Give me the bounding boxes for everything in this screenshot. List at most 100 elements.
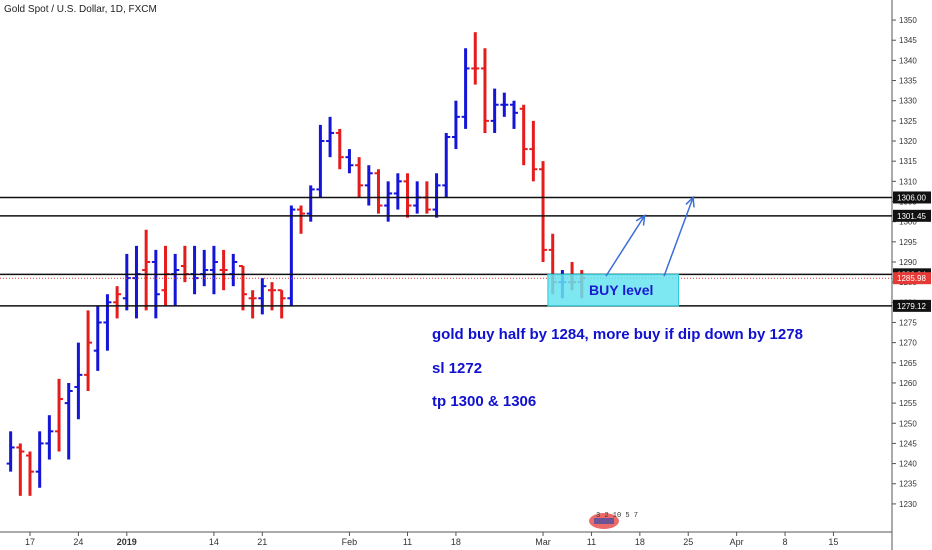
price-tag-label: 1306.00 xyxy=(897,193,926,202)
x-tick-label: 14 xyxy=(209,537,219,547)
ohlc-bar xyxy=(26,451,34,496)
ohlc-bar xyxy=(384,181,393,222)
target-arrow xyxy=(663,195,695,277)
plot-area xyxy=(0,0,893,550)
price-tag: 1279.12 xyxy=(893,299,931,312)
ohlc-bar xyxy=(461,48,470,129)
buy-zone-box xyxy=(547,273,680,307)
y-tick-label: 1335 xyxy=(899,77,917,86)
x-tick-label: Apr xyxy=(730,537,744,547)
ohlc-bar xyxy=(64,382,73,460)
ohlc-bar xyxy=(74,342,83,420)
price-tag: 1285.98 xyxy=(893,272,931,285)
ohlc-bar xyxy=(84,310,93,392)
x-tick-label: 21 xyxy=(257,537,267,547)
buy-zone-label: BUY level xyxy=(589,282,653,298)
y-tick-label: 1300 xyxy=(899,218,917,227)
ohlc-bar xyxy=(519,104,528,166)
ohlc-bar xyxy=(403,173,412,218)
x-tick-label: 15 xyxy=(828,537,838,547)
ohlc-bar xyxy=(16,443,25,496)
x-tick-label: Feb xyxy=(342,537,358,547)
ohlc-bar xyxy=(55,378,64,452)
stamp-text: 3 2 10 5 7 xyxy=(596,512,638,520)
ohlc-bar xyxy=(142,229,151,311)
arrow-head xyxy=(685,195,695,208)
price-tag-label: 1301.45 xyxy=(897,212,926,221)
note-stop-loss: sl 1272 xyxy=(432,360,483,377)
x-tick-label: Mar xyxy=(535,537,551,547)
y-tick-label: 1245 xyxy=(899,439,917,448)
y-tick-label: 1340 xyxy=(899,56,917,65)
arrow-head xyxy=(635,214,646,226)
ohlc-bar xyxy=(442,132,451,198)
ohlc-bar xyxy=(529,120,538,182)
ohlc-bar xyxy=(326,116,335,158)
ohlc-bar xyxy=(93,306,102,371)
y-tick-label: 1310 xyxy=(899,177,917,186)
watermark-stamp: 3 2 10 5 7 xyxy=(589,512,638,529)
ohlc-bar xyxy=(432,173,441,218)
x-tick-label: 18 xyxy=(635,537,645,547)
ohlc-bar xyxy=(35,431,44,488)
note-take-profit: tp 1300 & 1306 xyxy=(432,393,537,410)
target-arrows xyxy=(605,195,695,277)
time-axis[interactable]: 17 24 2019 14 21 Feb 11 18 Mar 11 18 25 Apr 8 15 xyxy=(25,532,838,547)
ohlc-bar xyxy=(6,431,15,472)
price-tag-box xyxy=(893,209,931,222)
ohlc-bar xyxy=(480,48,489,133)
ohlc-bar xyxy=(364,165,373,206)
ohlc-bar xyxy=(451,100,460,150)
y-tick-label: 1260 xyxy=(899,379,917,388)
ohlc-bar xyxy=(355,157,364,198)
ohlc-bar xyxy=(471,32,480,85)
ohlc-bar xyxy=(248,290,257,319)
ohlc-bar xyxy=(539,161,548,262)
ohlc-bar xyxy=(297,205,306,234)
arrow-shaft xyxy=(663,197,694,277)
x-tick-label: 8 xyxy=(783,537,788,547)
ohlc-bar xyxy=(122,253,131,311)
price-tag: 1306.00 xyxy=(893,191,931,204)
x-tick-label: 24 xyxy=(73,537,83,547)
ohlc-bar xyxy=(219,249,228,291)
ohlc-bar xyxy=(45,415,54,460)
x-tick-label: 18 xyxy=(451,537,461,547)
y-tick-label: 1290 xyxy=(899,258,917,267)
y-tick-label: 1330 xyxy=(899,97,917,106)
ohlc-bar xyxy=(277,289,286,319)
y-tick-label: 1250 xyxy=(899,419,917,428)
x-tick-label: 17 xyxy=(25,537,35,547)
y-tick-label: 1315 xyxy=(899,157,917,166)
ohlc-bar xyxy=(374,169,383,214)
ohlc-bar xyxy=(490,88,499,133)
ohlc-bar xyxy=(287,205,296,307)
price-tag-box xyxy=(893,191,931,204)
price-tag-label: 1285.98 xyxy=(897,274,926,283)
y-tick-label: 1230 xyxy=(899,500,917,509)
x-tick-label: 11 xyxy=(587,537,596,547)
chart-title: Gold Spot / U.S. Dollar, 1D, FXCM xyxy=(4,4,157,15)
y-tick-label: 1325 xyxy=(899,117,917,126)
y-tick-label: 1270 xyxy=(899,339,917,348)
y-tick-label: 1350 xyxy=(899,16,917,25)
y-tick-label: 1255 xyxy=(899,399,917,408)
price-tag-box xyxy=(893,272,931,285)
price-tag: 1301.45 xyxy=(893,209,931,222)
ohlc-bar xyxy=(209,245,218,295)
ohlc-bar xyxy=(113,286,122,319)
ohlc-bar xyxy=(335,128,344,170)
target-arrow xyxy=(605,214,646,277)
price-axis[interactable]: 1230 1235 1240 1245 1250 1255 1260 1265 1270 1275… xyxy=(892,16,931,509)
arrow-shaft xyxy=(605,215,646,277)
ohlc-bar xyxy=(500,92,509,117)
ohlc-bar xyxy=(238,265,247,311)
ohlc-bar xyxy=(510,100,518,129)
price-tag-box xyxy=(893,299,931,312)
buy-zone: BUY level xyxy=(547,273,680,307)
stamp-band xyxy=(594,518,614,524)
ohlc-bar xyxy=(258,278,267,315)
note-buy-plan: gold buy half by 1284, more buy if dip d… xyxy=(432,326,803,343)
y-tick-label: 1265 xyxy=(899,359,917,368)
